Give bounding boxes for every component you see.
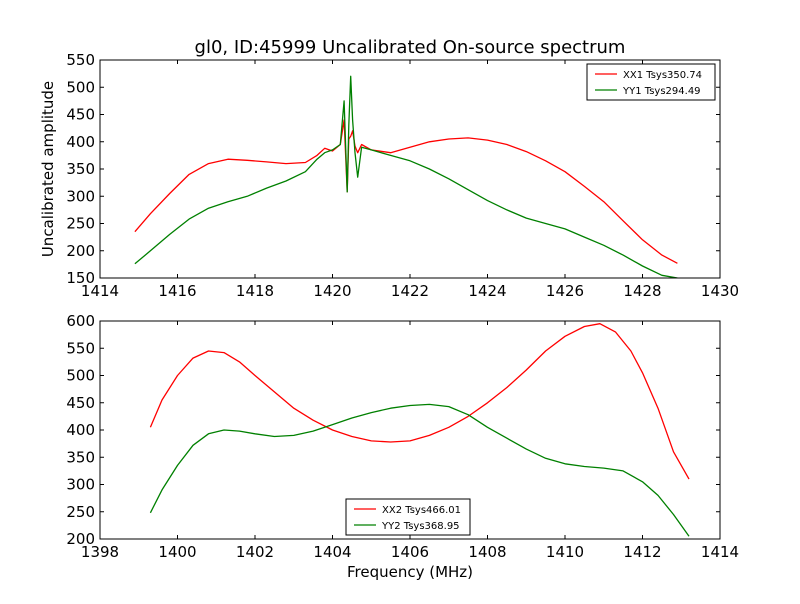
panel-1-x-tick-label: 1406 xyxy=(391,543,429,561)
panel-1-y-tick-label: 550 xyxy=(66,339,95,357)
panel-1-y-tick-label: 400 xyxy=(66,421,95,439)
panel-1-y-tick-label: 500 xyxy=(66,367,95,385)
panel-1-x-tick-label: 1410 xyxy=(546,543,584,561)
panel-0-y-tick-label: 550 xyxy=(66,51,95,69)
panel-1-y-tick-label: 600 xyxy=(66,312,95,330)
top-spectrum-panel: 1414 1416 1418 1420 1422 1424 1426 1428 1430 150 2… xyxy=(66,51,739,300)
panel-1-y-tick-label: 250 xyxy=(66,503,95,521)
bottom-spectrum-panel: 1398 1400 1402 1404 1406 1408 1410 1412 1414 200 2… xyxy=(66,312,739,561)
panel-0-y-tick-label: 400 xyxy=(66,133,95,151)
panel-1-y-tick-label: 300 xyxy=(66,476,95,494)
panel-0-series-1-line xyxy=(134,75,678,278)
panel-1-y-tick-label: 450 xyxy=(66,394,95,412)
panel-1-y-tick-label: 200 xyxy=(66,530,95,548)
figure-title: gl0, ID:45999 Uncalibrated On-source spe… xyxy=(195,37,626,58)
panel-1-legend-label-0: XX2 Tsys466.01 xyxy=(382,505,461,516)
panel-0-y-tick-label: 150 xyxy=(66,269,95,287)
panel-0-y-tick-label: 250 xyxy=(66,215,95,233)
panel-0-legend-label-0: XX1 Tsys350.74 xyxy=(623,70,702,81)
panel-0-y-tick-label: 500 xyxy=(66,78,95,96)
panel-0-legend-label-1: YY1 Tsys294.49 xyxy=(622,86,701,97)
panel-0-x-tick-label: 1430 xyxy=(701,282,739,300)
panel-1-legend-label-1: YY2 Tsys368.95 xyxy=(381,521,460,532)
panel-0-x-tick-label: 1424 xyxy=(468,282,506,300)
panel-1-x-tick-label: 1402 xyxy=(236,543,274,561)
panel-1-x-tick-label: 1398 xyxy=(81,543,119,561)
panel-0-x-tick-label: 1418 xyxy=(236,282,274,300)
panel-0-x-tick-label: 1426 xyxy=(546,282,584,300)
y-axis-label: Uncalibrated amplitude xyxy=(39,81,57,257)
panel-0-y-tick-label: 300 xyxy=(66,187,95,205)
panel-0-x-tick-label: 1416 xyxy=(158,282,196,300)
x-axis-label: Frequency (MHz) xyxy=(347,563,473,581)
panel-1-series-1-line xyxy=(149,403,690,537)
panel-0-x-tick-label: 1414 xyxy=(81,282,119,300)
panel-0-y-tick-label: 200 xyxy=(66,242,95,260)
panel-0-y-tick-label: 350 xyxy=(66,160,95,178)
panel-1-x-tick-label: 1404 xyxy=(313,543,351,561)
panel-0-x-tick-label: 1428 xyxy=(623,282,661,300)
panel-0-x-tick-label: 1422 xyxy=(391,282,429,300)
panel-1-x-tick-label: 1414 xyxy=(701,543,739,561)
panel-1-series-0-line xyxy=(149,323,690,480)
panel-1-legend xyxy=(345,498,471,536)
panel-0-x-tick-label: 1420 xyxy=(313,282,351,300)
panel-1-x-tick-label: 1408 xyxy=(468,543,506,561)
panel-1-x-tick-label: 1400 xyxy=(158,543,196,561)
panel-0-y-tick-label: 450 xyxy=(66,106,95,124)
panel-1-x-tick-label: 1412 xyxy=(623,543,661,561)
panel-0-legend xyxy=(586,63,716,101)
panel-1-y-tick-label: 350 xyxy=(66,448,95,466)
